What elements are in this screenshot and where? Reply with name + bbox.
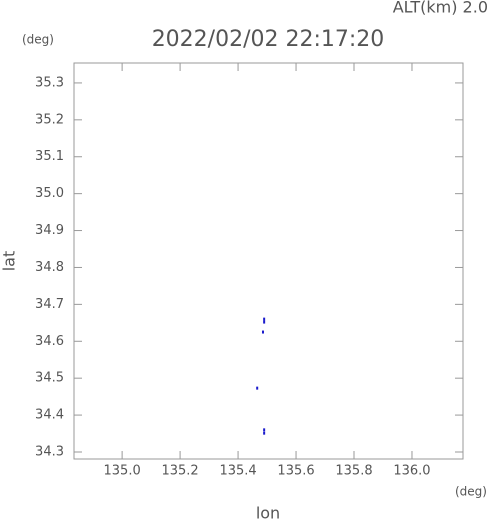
y-tick-label: 34.3 (35, 444, 64, 459)
y-axis-label: lat (0, 251, 19, 272)
plot-frame (73, 62, 464, 460)
chart-subtitle: ALT(km) 2.0 (393, 0, 488, 17)
y-tick-label: 34.5 (35, 371, 64, 386)
point (256, 386, 259, 390)
point (261, 330, 264, 334)
y-tick-label: 35.3 (35, 75, 64, 90)
x-tick-label: 135.8 (335, 464, 372, 479)
y-tick-label: 34.8 (35, 260, 64, 275)
x-tick-label: 135.6 (277, 464, 314, 479)
x-tick-label: 136.0 (393, 464, 430, 479)
point (263, 428, 266, 432)
y-tick-label: 34.6 (35, 334, 64, 349)
x-axis-label: lon (256, 504, 280, 521)
y-tick-label: 34.4 (35, 408, 64, 423)
x-tick-label: 135.2 (161, 464, 198, 479)
point (263, 320, 266, 324)
point (263, 431, 266, 435)
y-tick-label: 35.2 (35, 112, 64, 127)
point (263, 317, 266, 321)
x-tick-label: 135.4 (219, 464, 256, 479)
y-tick-label: 35.1 (35, 149, 64, 164)
y-tick-label: 34.9 (35, 223, 64, 238)
x-unit: (deg) (455, 485, 487, 499)
y-tick-label: 35.0 (35, 186, 64, 201)
x-tick-label: 135.0 (104, 464, 141, 479)
y-unit: (deg) (22, 33, 54, 47)
chart-title: 2022/02/02 22:17:20 (152, 27, 385, 52)
y-tick-label: 34.7 (35, 297, 64, 312)
